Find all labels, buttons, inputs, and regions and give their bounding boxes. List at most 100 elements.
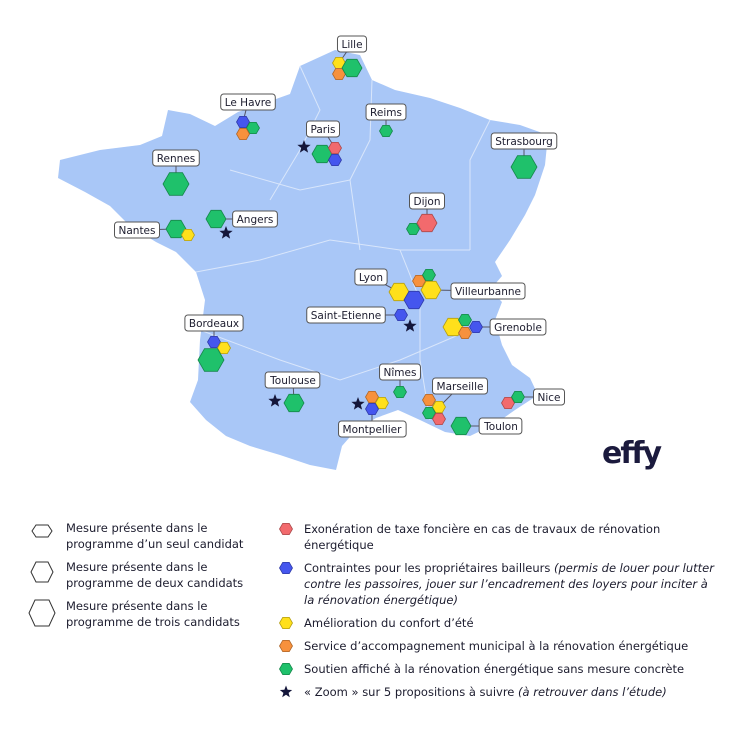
legend-size-label: Mesure présente dans le programme d’un s… [66,521,244,551]
legend-measure-label: « Zoom » sur 5 propositions à suivre (à … [304,684,667,700]
legend-size-label: Mesure présente dans le programme de tro… [66,599,240,629]
legend-measure: Amélioration du confort d’été [278,615,718,631]
city-label-box [379,363,421,381]
city-label: Nîmes [384,367,417,379]
city-label-box [114,221,160,239]
city-label: Le Havre [225,97,272,109]
city-dijon: Dijon [406,192,445,236]
legend-text: Exonération de taxe foncière en cas de t… [304,522,661,552]
city-label: Reims [370,107,402,119]
measure-hexagon-contraintes [469,320,483,334]
region-border [399,249,431,421]
city-markers: Lille Le Havre Reims Paris Strasbourg Rennes D… [114,35,566,438]
city-label-box [365,103,407,121]
zoom-star-icon [219,226,233,239]
city-label: Paris [311,124,336,136]
legend-measure-label: Exonération de taxe foncière en cas de t… [304,521,718,553]
city-angers: Angers [205,209,278,239]
measure-hexagon-contraintes [394,308,408,322]
city-label-box [489,318,547,336]
city-nîmes: Nîmes [379,363,421,399]
city-label: Montpellier [343,424,403,436]
region-border [469,119,491,250]
city-label: Lille [341,39,362,51]
hexagon-accompagnement-icon [279,639,293,653]
zoom-star-icon [268,394,282,407]
france-map: Lille Le Havre Reims Paris Strasbourg Rennes D… [58,35,566,470]
hexagon-small-icon [31,524,53,538]
legend-size-2: Mesure présente dans le programme de deu… [28,559,268,591]
city-label-box [478,417,523,435]
legend-measure-label: Service d’accompagnement municipal à la … [304,638,688,654]
legend-text: Amélioration du confort d’été [304,616,474,630]
city-label-box [336,35,368,53]
legend-size-3: Mesure présente dans le programme de tro… [28,598,268,630]
legend-note: (à retrouver dans l’étude) [518,685,667,699]
city-label: Toulouse [269,375,316,387]
france-outline [58,50,548,470]
measure-hexagon-confort [181,228,195,242]
city-label-box [490,132,558,150]
city-label-box [232,210,278,228]
region-border [229,169,351,191]
city-bordeaux: Bordeaux [184,314,244,372]
legend-size-1: Mesure présente dans le programme d’un s… [28,520,268,552]
city-label-box [432,377,488,395]
city-nice: Nice [501,388,566,410]
legend-measure: Contraintes pour les propriétaires baill… [278,560,718,608]
legend-measure-label: Soutien affiché à la rénovation énergéti… [304,661,684,677]
region-border [195,239,470,273]
city-montpellier: Montpellier [338,390,407,438]
measure-hexagon-soutien [283,393,305,413]
legend-text: Contraintes pour les propriétaires baill… [304,561,555,575]
zoom-star-icon [403,319,417,332]
legend-text: Soutien affiché à la rénovation énergéti… [304,662,685,676]
city-label: Nantes [119,225,156,237]
hexagon-medium-icon [30,561,54,583]
city-label: Angers [237,214,274,226]
city-label-box [532,388,566,406]
city-label: Grenoble [494,322,542,334]
hexagon-large-icon [28,599,56,627]
city-rennes: Rennes [152,149,200,196]
zoom-star-icon [279,685,293,698]
city-label: Saint-Etienne [311,310,381,322]
city-label: Toulon [483,421,518,433]
measure-hexagon-confort [420,280,442,300]
measure-hexagon-soutien [511,390,525,404]
city-label: Rennes [157,153,196,165]
legend-sizes: Mesure présente dans le programme d’un s… [28,520,268,637]
city-label: Bordeaux [189,318,239,330]
hexagon-exoneration-icon [279,522,293,536]
city-label: Marseille [437,381,484,393]
city-label-box [220,93,276,111]
measure-hexagon-contraintes [328,153,342,167]
city-strasbourg: Strasbourg [490,132,558,179]
measure-hexagon-soutien [197,348,225,372]
measure-hexagon-soutien [450,416,472,436]
city-toulon: Toulon [450,416,523,436]
city-label: Dijon [414,196,441,208]
city-label-box [264,371,321,389]
measure-hexagon-soutien [162,172,190,196]
city-lyon: Lyon [354,268,425,310]
measure-hexagon-accompagnement [458,326,472,340]
city-le-havre: Le Havre [220,93,276,141]
city-label-box [409,192,445,210]
measure-hexagon-soutien [510,155,538,179]
city-paris: Paris [297,120,342,167]
city-label-box [306,120,340,138]
city-marseille: Marseille [422,377,488,426]
measure-hexagon-exoneration [416,213,438,233]
measure-hexagon-soutien [205,209,227,229]
city-label: Strasbourg [495,136,553,148]
measure-hexagon-soutien [341,58,363,78]
city-label: Nice [537,392,560,404]
legend-text: « Zoom » sur 5 propositions à suivre [304,685,519,699]
city-label-box [306,306,386,324]
city-grenoble: Grenoble [442,313,547,340]
star-icon [279,685,293,698]
zoom-star-icon [297,140,311,153]
city-saint-etienne: Saint-Etienne [306,306,417,332]
measure-hexagon-contraintes [365,402,379,416]
